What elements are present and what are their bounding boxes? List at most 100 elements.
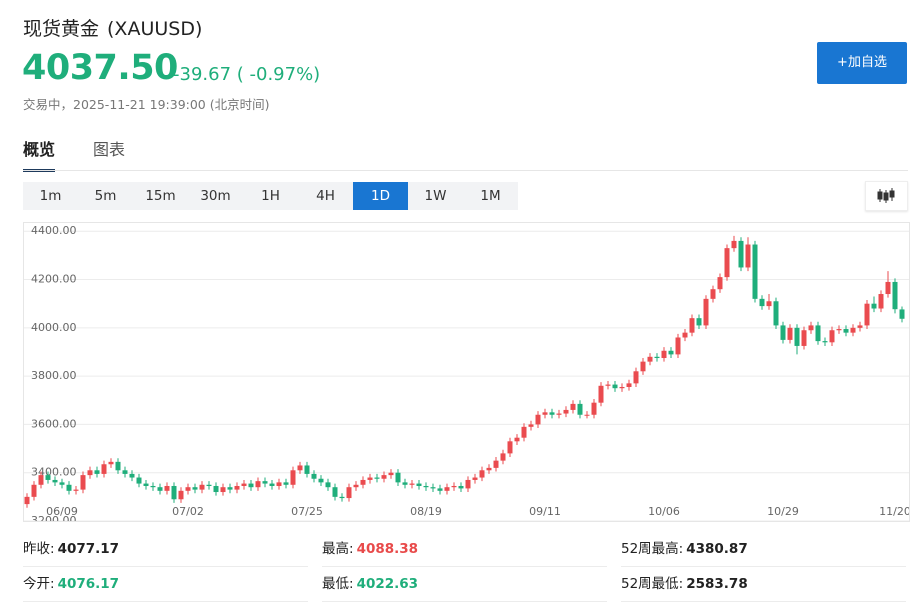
interval-button[interactable]: 30m (200, 188, 231, 204)
candle-body (493, 460, 499, 468)
candle-body (857, 325, 863, 328)
candle-body (451, 485, 457, 488)
candle-body (367, 477, 373, 480)
candle-body (178, 490, 184, 500)
candle-body (458, 485, 464, 489)
candle-body (591, 402, 597, 415)
candle-body (304, 465, 310, 474)
candle-body (416, 483, 422, 486)
x-tick-label: 10/06 (648, 505, 680, 518)
candle-body (437, 488, 443, 491)
candle-body (374, 477, 380, 479)
interval-button[interactable]: 1M (480, 188, 501, 204)
candle-body (143, 483, 149, 486)
candle-body (689, 318, 695, 333)
candle-body (696, 318, 702, 326)
x-tick-label: 10/29 (767, 505, 799, 518)
candle-body (724, 248, 730, 278)
candle-body (535, 414, 541, 425)
candle-body (255, 481, 261, 488)
x-tick-label: 11/20 (879, 505, 910, 518)
candle-body (822, 341, 828, 343)
candle-icon (877, 188, 895, 203)
candle-body (633, 371, 639, 384)
candle-body (528, 424, 534, 427)
candle-body (815, 325, 821, 342)
stat-label: 最高: (322, 541, 354, 557)
icon (877, 188, 895, 203)
candle-body (171, 485, 177, 500)
y-tick-label: 4200.00 (31, 273, 77, 286)
candle-body (311, 473, 317, 479)
candle-body (577, 403, 583, 415)
stat: 52周最低: 2583.78 (621, 567, 906, 602)
candle-body (297, 465, 303, 471)
candle-body (206, 484, 212, 486)
candle-body (80, 475, 86, 490)
candle-body (241, 483, 247, 486)
price: 4037.50 (22, 48, 178, 88)
candle-body (318, 478, 324, 483)
candle-body (759, 298, 765, 307)
candle-body (38, 475, 44, 485)
y-tick-label: 3400.00 (31, 466, 77, 479)
candle-body (94, 470, 100, 474)
candle-body (731, 240, 737, 249)
candle-body (829, 330, 835, 343)
y-tick-label: 4400.00 (31, 224, 77, 237)
candle-body (472, 477, 478, 480)
candle-body (661, 350, 667, 359)
stats: 昨收: 4077.17 最高: 4088.38 52周最高: 4380.87 今开: 4076… (23, 532, 920, 602)
candle-body (213, 485, 219, 493)
candle-body (808, 325, 814, 331)
interval-button[interactable]: 1D (353, 182, 408, 210)
interval-button[interactable]: 4H (316, 188, 335, 204)
candle-body (73, 489, 79, 491)
change: -39.67 ( -0.97%) (173, 64, 321, 85)
stats-row: 昨收: 4077.17 最高: 4088.38 52周最高: 4380.87 (23, 532, 920, 567)
chart-type-button[interactable] (865, 181, 908, 211)
candle-body (703, 298, 709, 326)
candle-body (626, 383, 632, 387)
interval-button[interactable]: 1H (261, 188, 280, 204)
stat-label: 52周最高: (621, 541, 684, 557)
candle-body (122, 470, 128, 474)
candle-body (717, 277, 723, 290)
candle-body (843, 329, 849, 333)
add-watchlist-button[interactable]: +加自选 (817, 42, 907, 84)
candle-body (430, 487, 436, 489)
candle-body (353, 484, 359, 488)
tab[interactable]: 图表 (93, 140, 126, 159)
candle-body (199, 484, 205, 490)
stat-value: 4076.17 (57, 576, 120, 592)
stat: 今开: 4076.17 (23, 567, 308, 602)
interval-button[interactable]: 1W (424, 188, 447, 204)
candle-body (227, 487, 233, 490)
candle-body (542, 412, 548, 415)
title: 现货黄金 (XAUUSD) (23, 14, 202, 41)
y-tick-label: 3600.00 (31, 417, 77, 430)
candle-body (360, 479, 366, 485)
stat-label: 昨收: (23, 541, 55, 557)
candle-body (346, 487, 352, 499)
candle-body (395, 472, 401, 483)
candle-body (325, 482, 331, 488)
tab[interactable]: 概览 (23, 136, 56, 172)
stat-value: 4022.63 (356, 576, 419, 592)
interval-button[interactable]: 1m (39, 188, 62, 204)
candle-body (710, 289, 716, 299)
candle-body (598, 385, 604, 403)
candle-body (192, 487, 198, 490)
y-tick-label: 3800.00 (31, 369, 77, 382)
candle-body (248, 483, 254, 488)
candle-body (563, 409, 569, 414)
candle-body (619, 386, 625, 389)
candle-body (773, 301, 779, 326)
candle-body (45, 475, 51, 480)
candle-body (787, 327, 793, 340)
stat-label: 今开: (23, 576, 55, 592)
interval-button[interactable]: 15m (145, 188, 176, 204)
candle-body (108, 461, 114, 465)
stat-value: 2583.78 (686, 576, 748, 592)
interval-button[interactable]: 5m (94, 188, 117, 204)
